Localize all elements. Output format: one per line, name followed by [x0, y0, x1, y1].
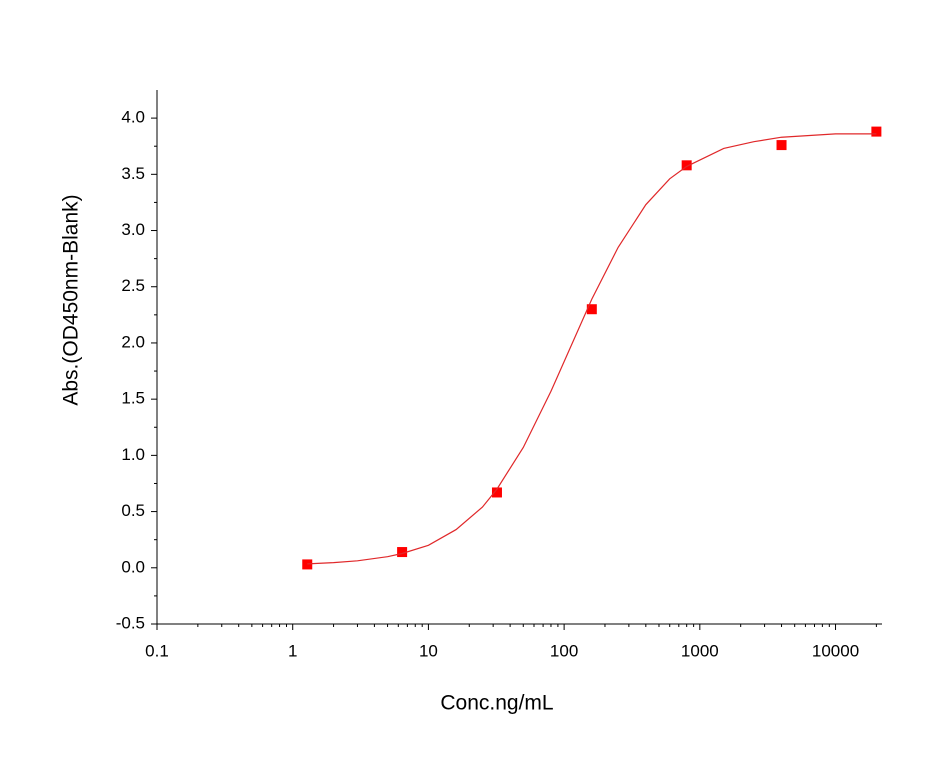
x-tick-label: 1 [288, 641, 297, 660]
x-tick-label: 0.1 [145, 641, 169, 660]
y-tick-label: 0.5 [121, 501, 145, 520]
x-axis-title: Conc.ng/mL [440, 692, 553, 715]
x-tick-label: 10 [419, 641, 438, 660]
x-tick-label: 100 [550, 641, 578, 660]
y-axis-title: Abs.(OD450nm-Blank) [60, 194, 83, 405]
x-tick-label: 10000 [812, 641, 859, 660]
y-tick-label: 1.5 [121, 389, 145, 408]
y-tick-label: 0.0 [121, 557, 145, 576]
data-point [397, 547, 408, 558]
data-point [302, 559, 313, 570]
y-tick-label: 2.0 [121, 332, 145, 351]
y-tick-label: -0.5 [116, 613, 145, 632]
data-point [871, 126, 882, 137]
y-tick-label: 3.5 [121, 164, 145, 183]
y-tick-label: 4.0 [121, 108, 145, 127]
x-tick-label: 1000 [681, 641, 719, 660]
data-point [776, 140, 787, 151]
fit-curve [307, 133, 877, 565]
data-point [586, 304, 597, 315]
y-tick-label: 3.0 [121, 220, 145, 239]
y-tick-label: 1.0 [121, 445, 145, 464]
y-tick-label: 2.5 [121, 276, 145, 295]
data-point [681, 160, 692, 171]
data-point [491, 487, 502, 498]
